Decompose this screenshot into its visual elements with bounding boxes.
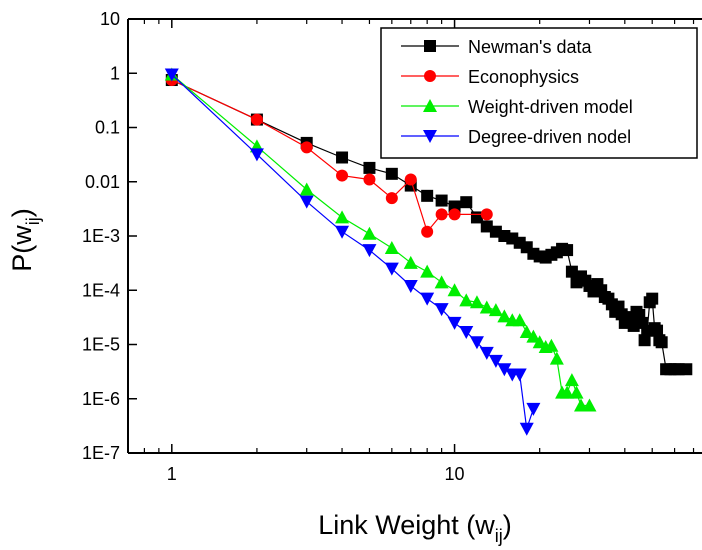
x-tick-label: 1 xyxy=(167,464,177,484)
data-point xyxy=(512,368,527,382)
data-point xyxy=(561,244,574,257)
y-tick-label: 1E-5 xyxy=(82,335,120,355)
data-point xyxy=(569,385,584,399)
axes: 10 1 0.1 0.01 1E-3 1E-4 1E-5 1E-6 1E-7 1 10 xyxy=(82,9,702,484)
data-point xyxy=(299,182,314,196)
data-point xyxy=(459,325,474,339)
data-point xyxy=(519,422,534,436)
data-point xyxy=(435,208,448,221)
data-point xyxy=(435,194,448,207)
x-axis-title: Link Weight (wij) xyxy=(318,510,512,546)
data-point xyxy=(363,161,376,174)
data-point xyxy=(582,398,597,412)
data-point xyxy=(421,189,434,202)
series-3 xyxy=(164,68,541,436)
data-point xyxy=(488,303,503,317)
data-point xyxy=(565,265,578,278)
data-point xyxy=(420,292,435,306)
y-tick-label: 0.01 xyxy=(85,172,120,192)
data-point xyxy=(249,148,264,162)
data-point xyxy=(384,241,399,255)
y-tick-label: 1E-3 xyxy=(82,226,120,246)
legend-label: Degree-driven nodel xyxy=(468,127,631,147)
data-point xyxy=(519,324,534,338)
data-point xyxy=(469,336,484,350)
data-point xyxy=(655,336,668,349)
data-point xyxy=(250,113,263,126)
data-point xyxy=(384,262,399,276)
data-point xyxy=(335,225,350,239)
data-point xyxy=(336,151,349,164)
y-axis-title: P(wij) xyxy=(7,208,43,272)
series-1 xyxy=(165,74,493,238)
data-point xyxy=(362,244,377,258)
data-point xyxy=(480,208,493,221)
data-point xyxy=(447,316,462,330)
data-point xyxy=(363,173,376,186)
data-point xyxy=(651,324,664,337)
data-point xyxy=(560,385,575,399)
data-point xyxy=(403,279,418,293)
y-tick-label: 10 xyxy=(100,9,120,29)
data-point xyxy=(362,226,377,240)
data-point xyxy=(646,292,659,305)
data-point xyxy=(638,334,651,347)
data-point xyxy=(564,373,579,387)
data-point xyxy=(385,192,398,205)
data-point xyxy=(299,195,314,209)
axis-titles: Link Weight (wij) P(wij) xyxy=(7,208,512,546)
y-tick-label: 1E-6 xyxy=(82,389,120,409)
data-point xyxy=(404,173,417,186)
data-point xyxy=(549,351,564,365)
data-point xyxy=(300,141,313,154)
plot-series xyxy=(164,67,693,436)
data-point xyxy=(497,363,512,377)
legend-label: Newman's data xyxy=(468,37,592,57)
y-tick-label: 1 xyxy=(110,63,120,83)
legend-marker xyxy=(423,130,437,143)
legend-marker xyxy=(423,99,437,112)
x-tick-label: 10 xyxy=(445,464,465,484)
data-point xyxy=(336,169,349,182)
data-point xyxy=(512,313,527,327)
legend-label: Weight-driven model xyxy=(468,97,633,117)
data-point xyxy=(469,295,484,309)
data-point xyxy=(480,220,493,233)
data-point xyxy=(420,264,435,278)
data-point xyxy=(526,329,541,343)
y-tick-label: 0.1 xyxy=(95,118,120,138)
data-point xyxy=(526,402,541,416)
data-point xyxy=(434,275,449,289)
data-point xyxy=(164,68,179,82)
legend: Newman's data Econophysics Weight-driven m… xyxy=(380,27,698,159)
series-0 xyxy=(165,74,693,376)
data-point xyxy=(680,363,693,376)
data-point xyxy=(479,300,494,314)
data-point xyxy=(421,225,434,238)
y-tick-label: 1E-4 xyxy=(82,280,120,300)
data-point xyxy=(479,346,494,360)
data-point xyxy=(403,255,418,269)
data-point xyxy=(544,338,559,352)
legend-label: Econophysics xyxy=(468,67,579,87)
data-point xyxy=(506,232,519,245)
legend-marker xyxy=(424,70,436,82)
series-2 xyxy=(164,67,597,412)
data-point xyxy=(459,293,474,307)
y-tick-label: 1E-7 xyxy=(82,443,120,463)
data-point xyxy=(448,208,461,221)
data-point xyxy=(488,354,503,368)
data-point xyxy=(447,283,462,297)
data-point xyxy=(385,167,398,180)
data-point xyxy=(434,303,449,317)
data-point xyxy=(335,210,350,224)
data-point xyxy=(460,196,473,209)
legend-marker xyxy=(424,40,436,52)
data-point xyxy=(497,309,512,323)
